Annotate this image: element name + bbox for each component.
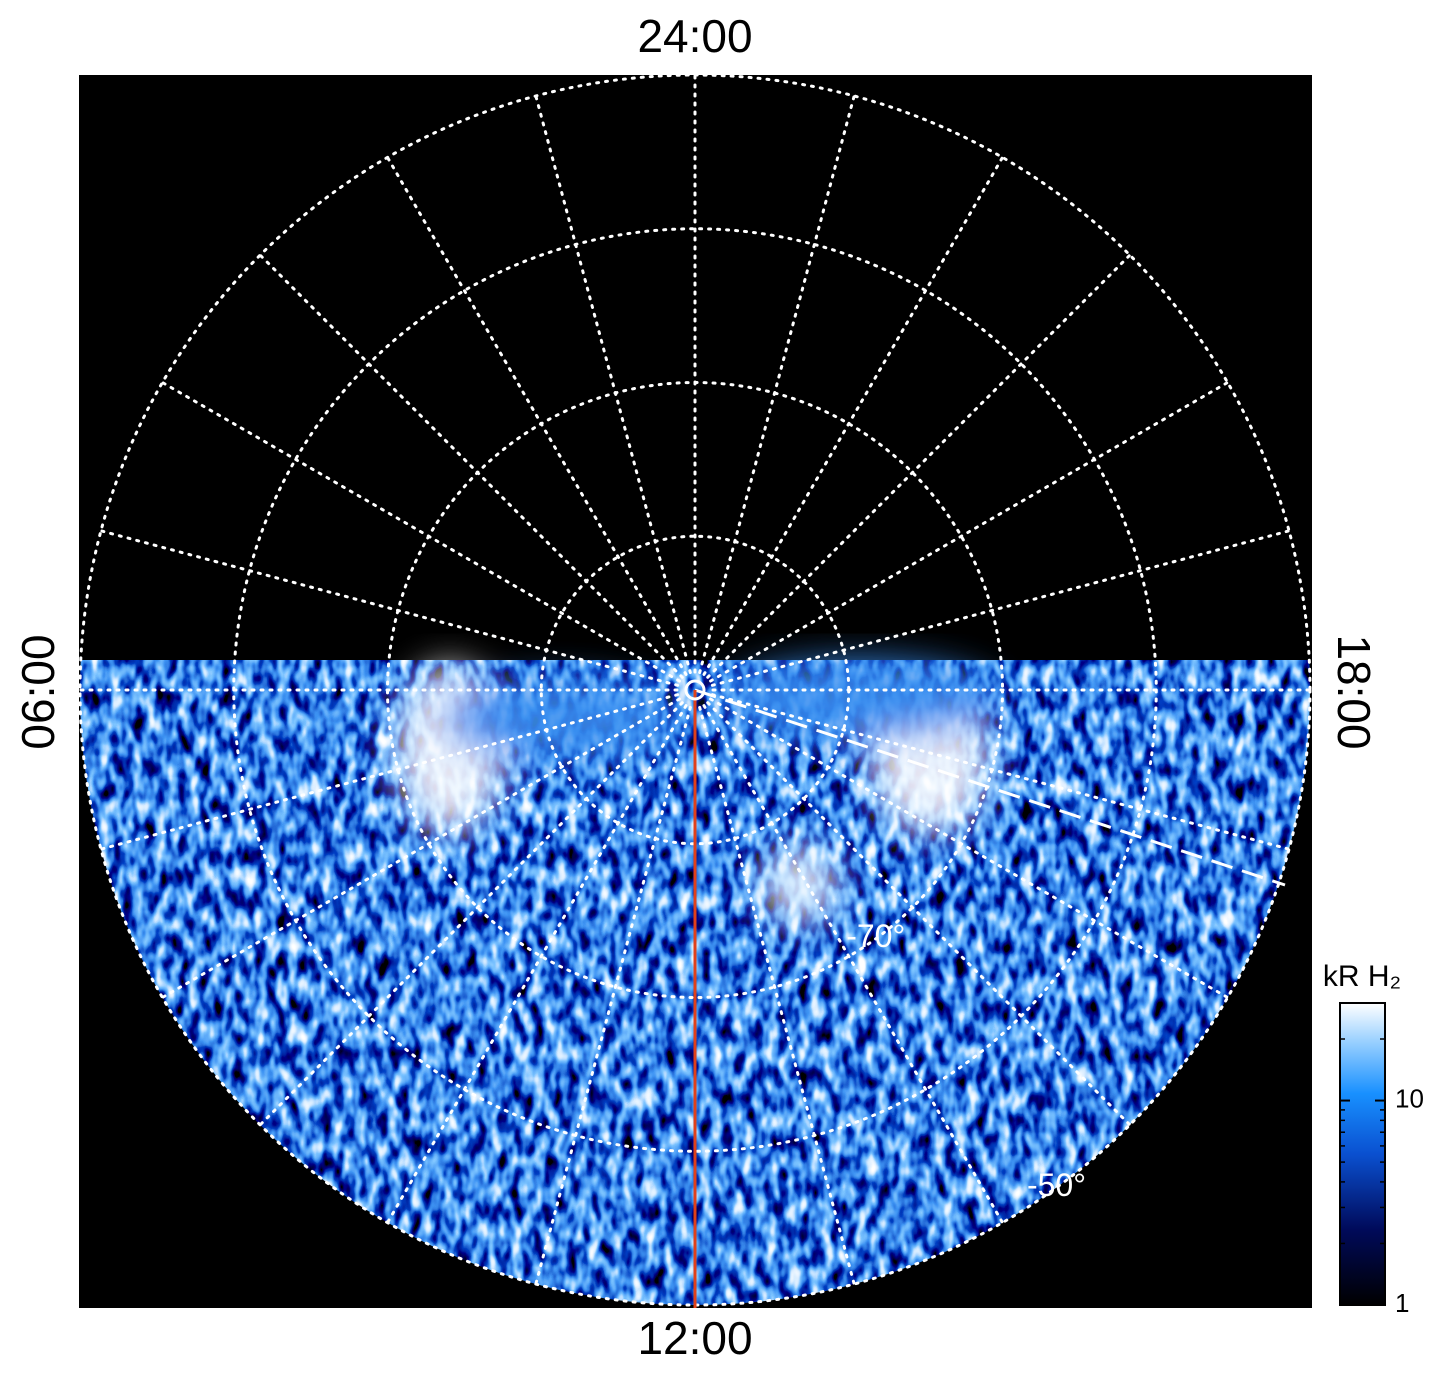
- local-time-label: 24:00: [637, 10, 752, 62]
- local-time-spoke: [258, 701, 684, 1127]
- local-time-spoke: [698, 94, 856, 675]
- local-time-spoke: [709, 697, 1230, 999]
- latitude-label: -70°: [846, 918, 905, 954]
- local-time-spoke: [258, 253, 684, 679]
- local-time-label: 18:00: [1328, 634, 1380, 749]
- colorbar-tick-label: 1: [1395, 1288, 1409, 1318]
- local-time-spoke: [698, 705, 856, 1286]
- local-time-spoke: [160, 381, 681, 683]
- local-time-label: 06:00: [12, 634, 64, 749]
- colorbar-label: kR H₂: [1323, 960, 1401, 993]
- local-time-spoke: [702, 155, 1004, 676]
- colorbar-scale: [1339, 1002, 1386, 1306]
- dashed-meridian: [694, 688, 1286, 887]
- local-time-spoke: [706, 253, 1132, 679]
- local-time-spoke: [160, 697, 681, 999]
- local-time-spoke: [386, 155, 688, 676]
- pole-marker: [684, 679, 706, 701]
- labels: 24:00 06:00 12:00 18:00 -70° -50°: [12, 10, 1380, 1364]
- polar-grid: [78, 73, 1312, 1307]
- local-time-spoke: [706, 701, 1132, 1127]
- local-time-spoke: [702, 704, 1004, 1225]
- local-time-spoke: [99, 693, 680, 851]
- local-time-spoke: [710, 693, 1291, 851]
- latitude-label: -50°: [1027, 1167, 1086, 1203]
- local-time-label: 12:00: [637, 1312, 752, 1364]
- colorbar-tick-label: 10: [1395, 1083, 1424, 1113]
- local-time-spoke: [709, 381, 1230, 683]
- local-time-spoke: [534, 705, 692, 1286]
- local-time-spoke: [534, 94, 692, 675]
- local-time-spoke: [386, 704, 688, 1225]
- local-time-spoke: [710, 529, 1291, 687]
- colorbar: kR H₂ 1 10: [1323, 960, 1424, 1318]
- local-time-spoke: [99, 529, 680, 687]
